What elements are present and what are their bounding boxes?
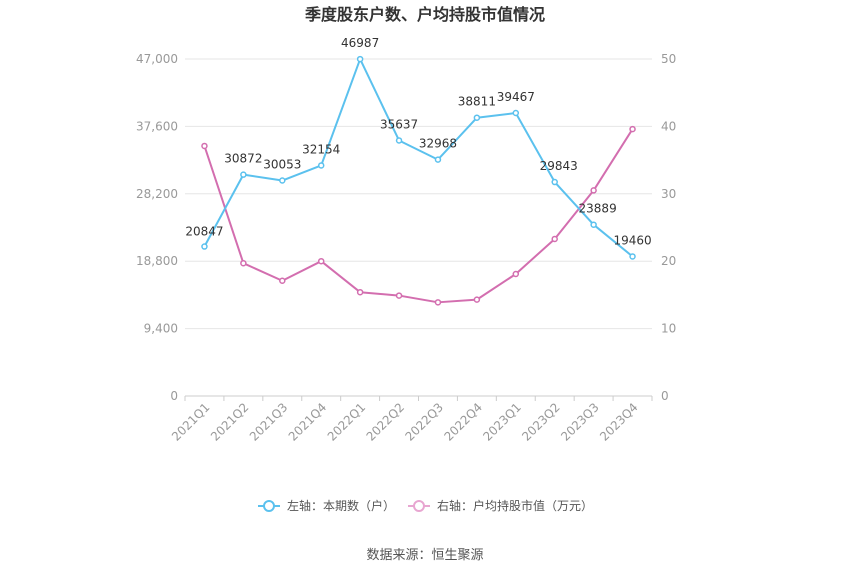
legend-item-right-series[interactable]: 右轴：户均持股市值（万元） [408,498,593,513]
data-point-left[interactable] [590,221,597,228]
data-point-left[interactable] [279,177,286,184]
data-point-right[interactable] [240,259,247,267]
data-label: 32968 [419,137,457,151]
x-tick-label: 2022Q1 [325,400,369,444]
x-tick-label: 2021Q4 [286,400,330,444]
data-point-left[interactable] [434,156,442,163]
data-label: 39467 [497,90,535,104]
legend-label-left-series: 左轴：本期数（户） [287,498,395,513]
left-tick-label: 18,800 [136,254,178,268]
x-tick-label: 2022Q3 [403,400,447,444]
legend-item-left-series[interactable]: 左轴：本期数（户） [258,498,395,513]
data-point-left[interactable] [473,114,481,121]
data-point-left[interactable] [201,243,208,250]
data-point-left[interactable] [512,109,520,117]
data-point-left[interactable] [629,253,636,260]
data-point-right[interactable] [473,296,481,303]
data-point-right[interactable] [629,125,636,133]
left-tick-label: 0 [170,389,178,403]
grid-lines [185,58,652,330]
left-tick-label: 9,400 [144,322,178,336]
data-label: 20847 [185,225,223,239]
series-line-left [203,58,634,258]
data-source: 数据来源：恒生聚源 [366,548,483,563]
x-tick-label: 2023Q3 [558,400,602,444]
x-tick-label: 2023Q4 [597,400,641,444]
data-point-right[interactable] [551,235,558,243]
data-label: 32154 [302,142,340,156]
data-label: 46987 [341,36,379,50]
right-tick-label: 50 [661,52,676,66]
legend: 左轴：本期数（户） 右轴：户均持股市值（万元） [258,498,593,513]
data-point-right[interactable] [356,288,364,296]
data-label: 30053 [263,158,301,172]
left-tick-label: 28,200 [136,187,178,201]
data-label: 23889 [579,202,617,216]
chart-title: 季度股东户数、户均持股市值情况 [304,5,545,24]
data-point-left[interactable] [317,162,325,169]
data-point-left[interactable] [395,137,403,144]
data-label: 38811 [458,95,496,109]
x-tick-label: 2023Q2 [519,400,563,444]
series-line-right [203,128,634,304]
data-label: 30872 [224,152,262,166]
right-axis: 0 10 20 30 40 50 [661,52,676,403]
x-tick-label: 2021Q2 [208,400,252,444]
right-tick-label: 30 [661,187,676,201]
left-tick-label: 47,000 [136,52,178,66]
data-label: 35637 [380,117,418,131]
data-point-left[interactable] [551,178,558,186]
data-point-right[interactable] [434,299,442,306]
right-tick-label: 10 [661,322,676,336]
data-point-left[interactable] [240,171,247,178]
x-tick-label: 2022Q2 [364,400,408,444]
data-point-right[interactable] [395,292,403,299]
x-tick-label: 2021Q3 [247,400,291,444]
data-point-left[interactable] [356,55,364,63]
data-point-right[interactable] [201,142,208,150]
legend-label-right-series: 右轴：户均持股市值（万元） [437,498,593,513]
right-tick-label: 20 [661,254,676,268]
right-tick-label: 40 [661,119,676,133]
data-point-right[interactable] [590,187,597,194]
right-tick-label: 0 [661,389,669,403]
x-tick-label: 2022Q4 [441,400,485,444]
x-axis: 2021Q12021Q22021Q32021Q42022Q12022Q22022… [169,396,653,444]
data-point-right[interactable] [317,257,325,265]
left-axis: 0 9,400 18,800 28,200 37,600 47,000 [136,52,178,403]
data-label: 19460 [613,233,651,247]
x-tick-label: 2023Q1 [480,400,524,444]
data-point-right[interactable] [512,270,520,278]
data-label: 29843 [540,159,578,173]
left-tick-label: 37,600 [136,119,178,133]
data-point-right[interactable] [279,277,286,284]
x-tick-label: 2021Q1 [169,400,213,444]
